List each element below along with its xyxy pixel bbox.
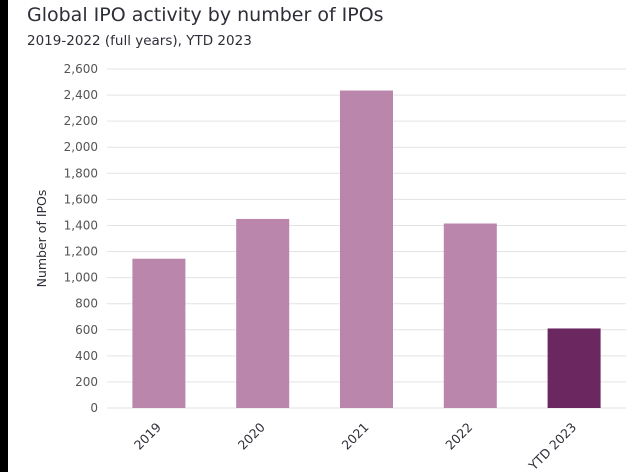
y-tick-label: 1,000 <box>64 271 98 285</box>
y-axis-title: Number of IPOs <box>34 190 49 288</box>
y-tick-label: 2,200 <box>64 114 98 128</box>
y-tick-label: 400 <box>75 349 98 363</box>
y-tick-label: 600 <box>75 323 98 337</box>
bar-2019 <box>132 258 186 408</box>
x-tick-label: 2021 <box>339 420 372 453</box>
bar-ytd-2023 <box>547 328 601 408</box>
y-tick-label: 2,600 <box>64 62 98 76</box>
bar-chart: 0 200 400 600 800 1,000 1,200 1,400 1,600 1,800 2,… <box>34 62 626 472</box>
chart-panel: Global IPO activity by number of IPOs 20… <box>8 0 640 472</box>
x-tick-label: 2020 <box>235 419 268 452</box>
y-tick-label: 0 <box>90 401 98 415</box>
bar-2020 <box>236 218 290 408</box>
x-tick-label: 2022 <box>442 420 475 453</box>
y-tick-label: 2,000 <box>64 140 98 154</box>
y-tick-label: 800 <box>75 297 98 311</box>
x-tick-label: 2019 <box>131 419 164 452</box>
y-tick-label: 1,600 <box>64 192 98 206</box>
y-tick-label: 1,800 <box>64 166 98 180</box>
chart-subtitle: 2019-2022 (full years), YTD 2023 <box>27 33 252 49</box>
y-tick-label: 200 <box>75 375 98 389</box>
y-tick-label: 2,400 <box>64 88 98 102</box>
bar-2022 <box>443 223 497 408</box>
y-tick-label: 1,400 <box>64 218 98 232</box>
y-tick-label: 1,200 <box>64 245 98 259</box>
x-tick-label: YTD 2023 <box>525 420 579 472</box>
chart-title: Global IPO activity by number of IPOs <box>27 4 384 26</box>
bar-2021 <box>340 90 393 408</box>
